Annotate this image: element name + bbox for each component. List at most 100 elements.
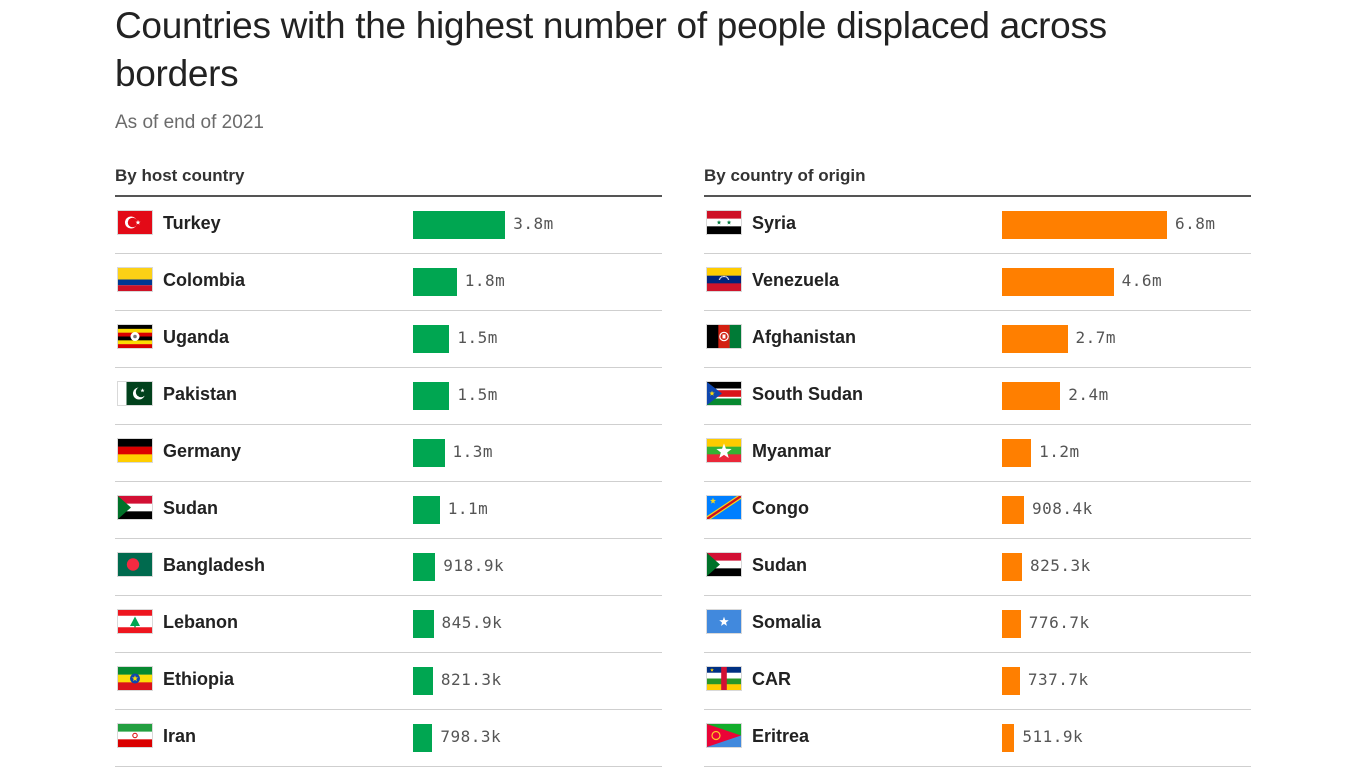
bar-row: Lebanon 845.9k xyxy=(115,596,662,653)
bar xyxy=(1002,268,1114,296)
data-label: 845.9k xyxy=(441,613,503,632)
data-label: 1.2m xyxy=(1039,442,1080,461)
data-label: 1.1m xyxy=(447,499,489,518)
bar-row: CAR 737.7k xyxy=(704,653,1251,710)
uganda-flag-icon xyxy=(118,325,152,348)
bar xyxy=(1002,211,1167,239)
myanmar-flag-icon xyxy=(707,439,741,462)
bar xyxy=(1002,325,1068,353)
bar-row: Somalia 776.7k xyxy=(704,596,1251,653)
bar-row: Ethiopia 821.3k xyxy=(115,653,662,710)
bar xyxy=(413,325,450,353)
sudan-flag-icon xyxy=(118,496,152,519)
data-label: 1.3m xyxy=(452,442,494,461)
pakistan-flag-icon xyxy=(118,382,152,405)
category-label: CAR xyxy=(752,669,791,689)
category-label: Pakistan xyxy=(163,384,238,404)
south-sudan-flag-icon xyxy=(707,382,741,405)
bangladesh-flag-icon xyxy=(118,553,152,576)
bar xyxy=(413,724,433,752)
origin-country-panel: By country of origin Syria 6.8m Venezuela 4… xyxy=(704,160,1251,767)
somalia-flag-icon xyxy=(707,610,741,633)
data-label: 737.7k xyxy=(1027,670,1089,689)
bar-row: Sudan 1.1m xyxy=(115,482,662,539)
bar-row: Bangladesh 918.9k xyxy=(115,539,662,596)
panel-header-host: By host country xyxy=(115,160,662,197)
bar-row: Syria 6.8m xyxy=(704,197,1251,254)
afghanistan-flag-icon xyxy=(707,325,741,348)
bar xyxy=(413,382,450,410)
data-label: 3.8m xyxy=(513,214,554,233)
data-label: 776.7k xyxy=(1028,613,1090,632)
ethiopia-flag-icon xyxy=(118,667,152,690)
data-label: 821.3k xyxy=(440,670,502,689)
eritrea-flag-icon xyxy=(707,724,741,747)
category-label: Venezuela xyxy=(752,270,840,290)
bar xyxy=(1002,382,1061,410)
bar-row: Myanmar 1.2m xyxy=(704,425,1251,482)
category-label: Bangladesh xyxy=(163,555,266,575)
sudan-flag-icon xyxy=(707,553,741,576)
bar-row: Venezuela 4.6m xyxy=(704,254,1251,311)
chart-subtitle: As of end of 2021 xyxy=(115,112,264,133)
bar xyxy=(1002,724,1015,752)
bar-row: Congo 908.4k xyxy=(704,482,1251,539)
data-label: 825.3k xyxy=(1030,556,1091,575)
iran-flag-icon xyxy=(118,724,152,747)
data-label: 6.8m xyxy=(1175,214,1216,233)
category-label: Somalia xyxy=(752,612,822,632)
car-flag-icon xyxy=(707,667,741,690)
category-label: Iran xyxy=(163,726,197,746)
host-country-rows: Turkey 3.8m Colombia 1.8m Uganda 1.5m Pakistan… xyxy=(115,197,662,767)
bar-row: Afghanistan 2.7m xyxy=(704,311,1251,368)
bar-row: Pakistan 1.5m xyxy=(115,368,662,425)
germany-flag-icon xyxy=(118,439,152,462)
bar-row: Eritrea 511.9k xyxy=(704,710,1251,767)
bar xyxy=(1002,553,1022,581)
data-label: 798.3k xyxy=(440,727,502,746)
data-label: 2.4m xyxy=(1068,385,1109,404)
bar xyxy=(413,268,457,296)
category-label: Ethiopia xyxy=(163,669,234,689)
bar xyxy=(413,553,436,581)
data-label: 511.9k xyxy=(1022,727,1084,746)
category-label: Congo xyxy=(752,498,809,518)
bar-row: South Sudan 2.4m xyxy=(704,368,1251,425)
category-label: Eritrea xyxy=(752,726,810,746)
bar-row: Sudan 825.3k xyxy=(704,539,1251,596)
bar-row: Iran 798.3k xyxy=(115,710,662,767)
congo-flag-icon xyxy=(707,496,741,519)
colombia-flag-icon xyxy=(118,268,152,291)
panel-header-origin: By country of origin xyxy=(704,160,1251,197)
bar xyxy=(413,667,433,695)
turkey-flag-icon xyxy=(118,211,152,234)
bar xyxy=(1002,610,1021,638)
data-label: 918.9k xyxy=(443,556,505,575)
category-label: Germany xyxy=(163,441,242,461)
bar-row: Turkey 3.8m xyxy=(115,197,662,254)
category-label: Sudan xyxy=(163,498,219,518)
category-label: Myanmar xyxy=(752,441,832,461)
category-label: Afghanistan xyxy=(752,327,857,347)
category-label: Lebanon xyxy=(163,612,238,632)
data-label: 1.5m xyxy=(457,385,498,404)
bar xyxy=(413,610,434,638)
data-label: 1.8m xyxy=(464,271,506,290)
bar-row: Germany 1.3m xyxy=(115,425,662,482)
data-label: 2.7m xyxy=(1075,328,1117,347)
bar-row: Colombia 1.8m xyxy=(115,254,662,311)
bar xyxy=(413,439,445,467)
data-label: 908.4k xyxy=(1032,499,1093,518)
venezuela-flag-icon xyxy=(707,268,741,291)
category-label: South Sudan xyxy=(752,384,863,404)
category-label: Syria xyxy=(752,213,797,233)
category-label: Colombia xyxy=(163,270,246,290)
bar xyxy=(1002,667,1020,695)
bar xyxy=(413,496,440,524)
origin-country-rows: Syria 6.8m Venezuela 4.6m Afghanistan 2.7m Sou… xyxy=(704,197,1251,767)
bar xyxy=(1002,496,1024,524)
syria-flag-icon xyxy=(707,211,741,234)
host-country-panel: By host country Turkey 3.8m Colombia 1.8m Ug… xyxy=(115,160,662,767)
category-label: Turkey xyxy=(163,213,221,233)
bar xyxy=(413,211,506,239)
